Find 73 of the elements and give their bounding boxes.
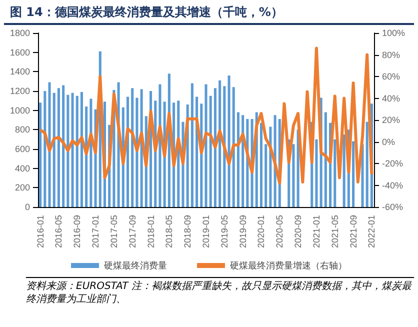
bar: [39, 102, 42, 207]
y2-tick-label: -40%: [382, 180, 404, 190]
bar: [48, 82, 51, 207]
y-tick-label: 0: [24, 202, 30, 212]
bar: [71, 92, 74, 207]
bar: [352, 141, 355, 207]
y-tick-label: 1400: [10, 66, 30, 77]
text: 资料来源：EUROSTAT 注：褐煤数据严重缺失，故只显示硬煤消费数据，其中，煤炭最终消费量为工业部门、: [26, 277, 414, 308]
chart-title: 图 14：德国煤炭最终消费量及其增速（千吨，%）: [4, 0, 414, 25]
x-tick-label: 2020-05: [274, 215, 285, 248]
x-tick-label: 2016-05: [54, 215, 64, 248]
bar: [324, 112, 327, 207]
y-tick-label: 400: [14, 163, 30, 174]
bar: [264, 144, 268, 207]
y2-tick-label: 20%: [382, 115, 400, 125]
x-tick-label: 2016-09: [72, 215, 82, 248]
bar: [228, 76, 230, 207]
bar: [236, 112, 240, 207]
y2-tick-label: 80%: [382, 50, 400, 60]
x-tick-label: 2020-01: [256, 215, 266, 248]
bar: [214, 88, 216, 207]
x-tick-label: 2018-09: [182, 215, 193, 248]
bar: [315, 139, 318, 207]
x-tick-label: 2019-01: [201, 215, 211, 248]
bar: [204, 84, 208, 207]
y2-tick-label: 0%: [382, 136, 396, 147]
bar: [52, 92, 56, 207]
bar: [232, 87, 235, 207]
y2-tick-label: 60%: [382, 72, 400, 82]
x-tick-label: 2020-09: [293, 215, 304, 248]
y-tick-label: 200: [14, 182, 30, 193]
bar: [80, 92, 83, 207]
bar: [223, 86, 226, 207]
x-tick-label: 2019-09: [238, 215, 248, 248]
y-tick-label: 1200: [10, 86, 30, 96]
bar: [334, 139, 336, 207]
y-tick-label: 800: [14, 124, 30, 135]
bar: [57, 88, 60, 207]
bar: [131, 88, 134, 207]
bar: [66, 94, 70, 207]
bar: [44, 91, 46, 207]
bar: [292, 144, 295, 207]
y2-tick-label: 100%: [382, 28, 406, 38]
x-tick-label: 2019-05: [219, 215, 230, 248]
x-tick-label: 2017-09: [127, 215, 138, 248]
y2-tick-label: -20%: [382, 158, 404, 168]
bar: [136, 98, 138, 207]
x-tick-label: 2021-09: [348, 215, 358, 248]
y-tick-label: 1000: [10, 105, 30, 116]
legend-label: 硬煤最终消费量增速（右轴）: [230, 260, 347, 270]
y-tick-label: 1800: [10, 28, 30, 38]
bar: [209, 96, 212, 207]
bar: [62, 85, 65, 207]
bar: [190, 83, 194, 207]
x-tick-label: 2022-01: [366, 215, 377, 248]
y2-tick-label: 40%: [382, 93, 400, 104]
bar: [342, 134, 346, 207]
legend-label: 硬煤最终消费量: [104, 260, 167, 270]
bar: [218, 80, 222, 207]
x-tick-label: 2017-01: [90, 215, 101, 248]
y2-tick-label: -60%: [382, 202, 404, 212]
y-tick-label: 1600: [10, 47, 30, 58]
bar: [260, 122, 262, 207]
bar: [76, 96, 78, 207]
x-tick-label: 2018-05: [164, 215, 174, 248]
x-tick-label: 2021-05: [330, 215, 340, 248]
line-series: [38, 46, 374, 185]
x-tick-label: 2021-01: [311, 215, 322, 248]
x-tick-label: 2018-01: [146, 215, 156, 248]
x-tick-label: 2016-01: [35, 215, 46, 248]
x-tick-label: 2017-05: [108, 215, 119, 248]
bar: [366, 122, 368, 207]
y-tick-label: 600: [14, 144, 30, 154]
